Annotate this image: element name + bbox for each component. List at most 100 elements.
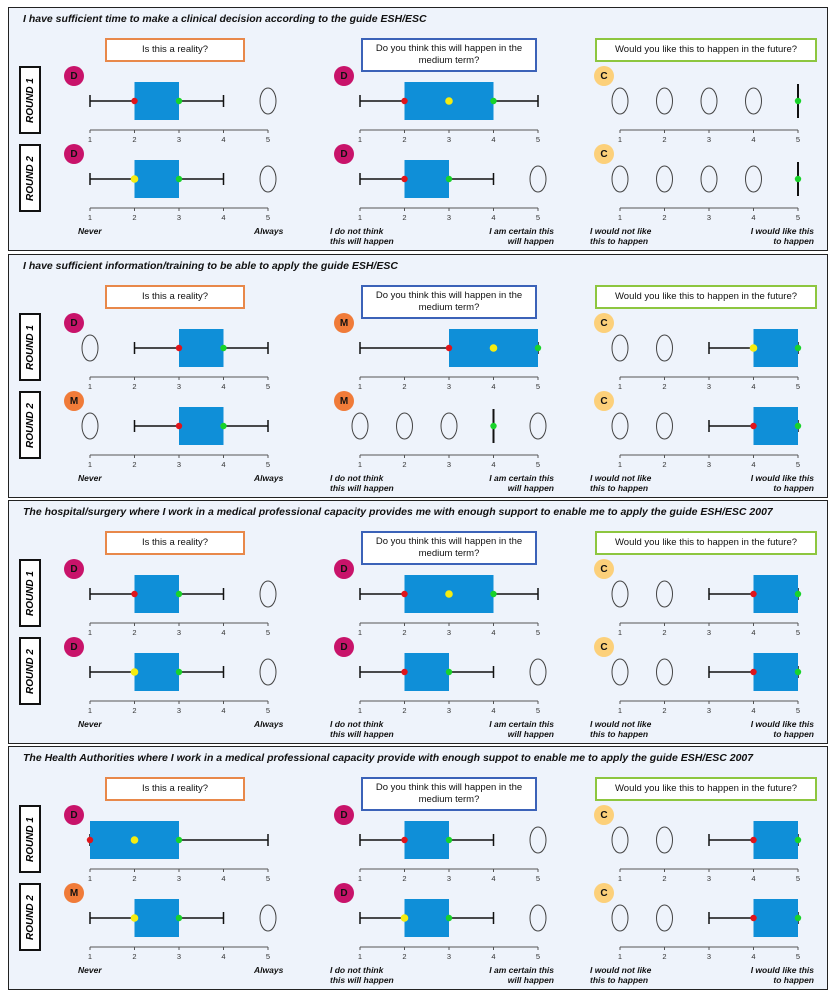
consensus-badge: D — [334, 883, 354, 903]
unselected-option-ellipse — [656, 165, 673, 193]
round-label: ROUND 2 — [19, 883, 41, 951]
x-tick-label: 3 — [447, 706, 451, 715]
lower-quartile-dot — [401, 836, 408, 844]
round-label: ROUND 2 — [19, 144, 41, 212]
x-tick-label: 3 — [447, 628, 451, 637]
future-header: Would you like this to happen in the fut… — [595, 285, 817, 309]
round-label: ROUND 2 — [19, 637, 41, 705]
round-label: ROUND 2 — [19, 391, 41, 459]
iqr-box — [179, 329, 224, 367]
x-tick-label: 1 — [358, 874, 362, 883]
x-tick-label: 5 — [536, 874, 540, 883]
lower-quartile-dot — [401, 590, 408, 598]
x-tick-label: 5 — [536, 628, 540, 637]
x-tick-label: 1 — [88, 706, 92, 715]
x-tick-label: 3 — [177, 460, 181, 469]
scale-high-label: I would like this to happen — [750, 226, 814, 246]
scale-high-label: I am certain this will happen — [489, 473, 554, 493]
scale-high-label: I would like this to happen — [750, 473, 814, 493]
consensus-badge: D — [334, 637, 354, 657]
x-tick-label: 4 — [751, 460, 755, 469]
x-tick-label: 5 — [266, 213, 270, 222]
x-tick-label: 2 — [402, 213, 406, 222]
scale-high-label: Always — [254, 473, 284, 483]
unselected-option-ellipse — [700, 87, 718, 115]
boxplot: 1 2 3 4 5 — [358, 82, 540, 144]
x-tick-label: 5 — [536, 135, 540, 144]
x-tick-label: 4 — [751, 213, 755, 222]
reality-header: Is this a reality? — [105, 531, 245, 555]
unselected-option-ellipse — [259, 658, 277, 686]
x-tick-label: 5 — [796, 628, 800, 637]
unselected-option-ellipse — [81, 412, 99, 440]
iqr-box — [753, 407, 798, 445]
scale-high-label: I would like this to happen — [750, 719, 814, 739]
scale-low-label: Never — [78, 226, 102, 236]
x-tick-label: 3 — [707, 382, 711, 391]
x-tick-label: 4 — [751, 382, 755, 391]
x-tick-label: 2 — [132, 706, 136, 715]
x-tick-label: 2 — [662, 628, 666, 637]
unselected-option-ellipse — [81, 334, 99, 362]
consensus-badge: C — [594, 66, 614, 86]
lower-quartile-dot — [750, 836, 757, 844]
unselected-option-ellipse — [611, 658, 629, 686]
upper-quartile-dot — [794, 97, 802, 105]
round-label-text: ROUND 1 — [24, 77, 36, 123]
question-title: I have sufficient time to make a clinica… — [23, 13, 427, 25]
x-tick-label: 5 — [266, 460, 270, 469]
consensus-badge: D — [64, 144, 84, 164]
consensus-badge: D — [64, 559, 84, 579]
scale-low-label: I would not like this to happen — [590, 965, 652, 985]
lower-quartile-dot — [445, 344, 453, 352]
unselected-option-ellipse — [611, 826, 629, 854]
medium-header: Do you think this will happen in the med… — [361, 38, 537, 72]
x-tick-label: 3 — [177, 135, 181, 144]
scale-low-label: Never — [78, 719, 102, 729]
x-tick-label: 1 — [88, 213, 92, 222]
x-tick-label: 1 — [618, 952, 622, 961]
round-label-text: ROUND 2 — [24, 402, 36, 448]
boxplot: 1 2 3 4 5 — [611, 821, 802, 883]
question-title: The hospital/surgery where I work in a m… — [23, 506, 773, 518]
x-tick-label: 4 — [221, 706, 225, 715]
scale-low-label: Never — [78, 473, 102, 483]
upper-quartile-dot — [490, 590, 497, 598]
unselected-option-ellipse — [611, 580, 629, 608]
x-tick-label: 2 — [662, 460, 666, 469]
x-tick-label: 2 — [662, 874, 666, 883]
x-tick-label: 5 — [796, 706, 800, 715]
upper-quartile-dot — [220, 344, 227, 352]
x-tick-label: 5 — [536, 382, 540, 391]
x-tick-label: 5 — [796, 213, 800, 222]
boxplot: 1 2 3 4 5 — [351, 409, 547, 469]
question-panel: The hospital/surgery where I work in a m… — [8, 500, 828, 744]
consensus-badge: C — [594, 805, 614, 825]
x-tick-label: 3 — [447, 460, 451, 469]
upper-quartile-dot — [445, 175, 453, 183]
iqr-box — [404, 899, 449, 937]
upper-quartile-dot — [175, 668, 183, 676]
consensus-badge: C — [594, 313, 614, 333]
x-tick-label: 4 — [221, 874, 225, 883]
iqr-box — [753, 653, 798, 691]
unselected-option-ellipse — [656, 412, 673, 440]
unselected-option-ellipse — [259, 87, 277, 115]
upper-quartile-dot — [175, 97, 183, 105]
lower-quartile-dot — [401, 175, 408, 183]
boxplot: 1 2 3 4 5 — [86, 821, 270, 883]
scale-high-label: Always — [254, 226, 284, 236]
x-tick-label: 4 — [751, 706, 755, 715]
unselected-option-ellipse — [656, 658, 673, 686]
scale-low-label: I would not like this to happen — [590, 719, 652, 739]
consensus-badge: M — [334, 391, 354, 411]
round-label-text: ROUND 2 — [24, 894, 36, 940]
iqr-box — [179, 407, 224, 445]
x-tick-label: 3 — [707, 135, 711, 144]
x-tick-label: 5 — [266, 628, 270, 637]
iqr-box — [404, 821, 449, 859]
question-panel: The Health Authorities where I work in a… — [8, 746, 828, 990]
boxplot: 1 2 3 4 5 — [611, 162, 802, 222]
unselected-option-ellipse — [611, 412, 629, 440]
boxplot: 1 2 3 4 5 — [358, 653, 547, 715]
